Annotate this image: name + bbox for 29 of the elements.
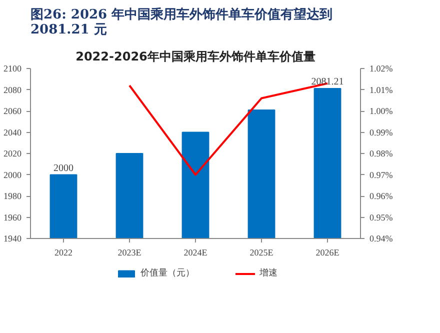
chart-subtitle: 2022-2026年中国乘用车外饰件单车价值量 — [76, 50, 316, 64]
legend-label: 增速 — [260, 266, 278, 280]
x-tick-label: 2023E — [118, 248, 142, 258]
y2-tick-label: 1.02% — [370, 64, 394, 74]
y-tick-label: 2080 — [4, 84, 22, 95]
y-tick-label: 1960 — [4, 212, 22, 222]
y-tick-label: 1980 — [4, 191, 22, 201]
y-tick-label: 2040 — [4, 127, 22, 138]
y2-tick-label: 0.97% — [370, 170, 394, 180]
data-label: 2000 — [54, 162, 74, 174]
y2-tick-label: 1.01% — [370, 84, 394, 95]
y2-tick-label: 0.95% — [370, 212, 394, 222]
y-tick-label: 2020 — [4, 148, 22, 158]
y2-tick-label: 1.00% — [370, 106, 394, 116]
x-tick-label: 2025E — [250, 248, 274, 258]
y-tick-label: 2060 — [4, 106, 22, 116]
chart-title: 图26: 2026 年中国乘用车外饰件单车价值有望达到 2081.21 元 — [30, 6, 333, 38]
y2-tick-label: 0.99% — [370, 127, 394, 138]
data-label: 2081.21 — [311, 76, 344, 88]
y2-tick-label: 0.94% — [370, 234, 394, 244]
x-tick-label: 2026E — [316, 248, 340, 258]
legend-label: 价值量（元） — [140, 266, 194, 280]
y2-tick-label: 0.96% — [370, 191, 394, 201]
y-tick-label: 1940 — [4, 234, 22, 244]
x-tick-label: 2022 — [54, 248, 72, 258]
x-tick-label: 2024E — [184, 248, 208, 258]
y-tick-label: 2100 — [4, 64, 22, 74]
y-tick-label: 2000 — [4, 170, 22, 180]
y2-tick-label: 0.98% — [370, 148, 394, 158]
